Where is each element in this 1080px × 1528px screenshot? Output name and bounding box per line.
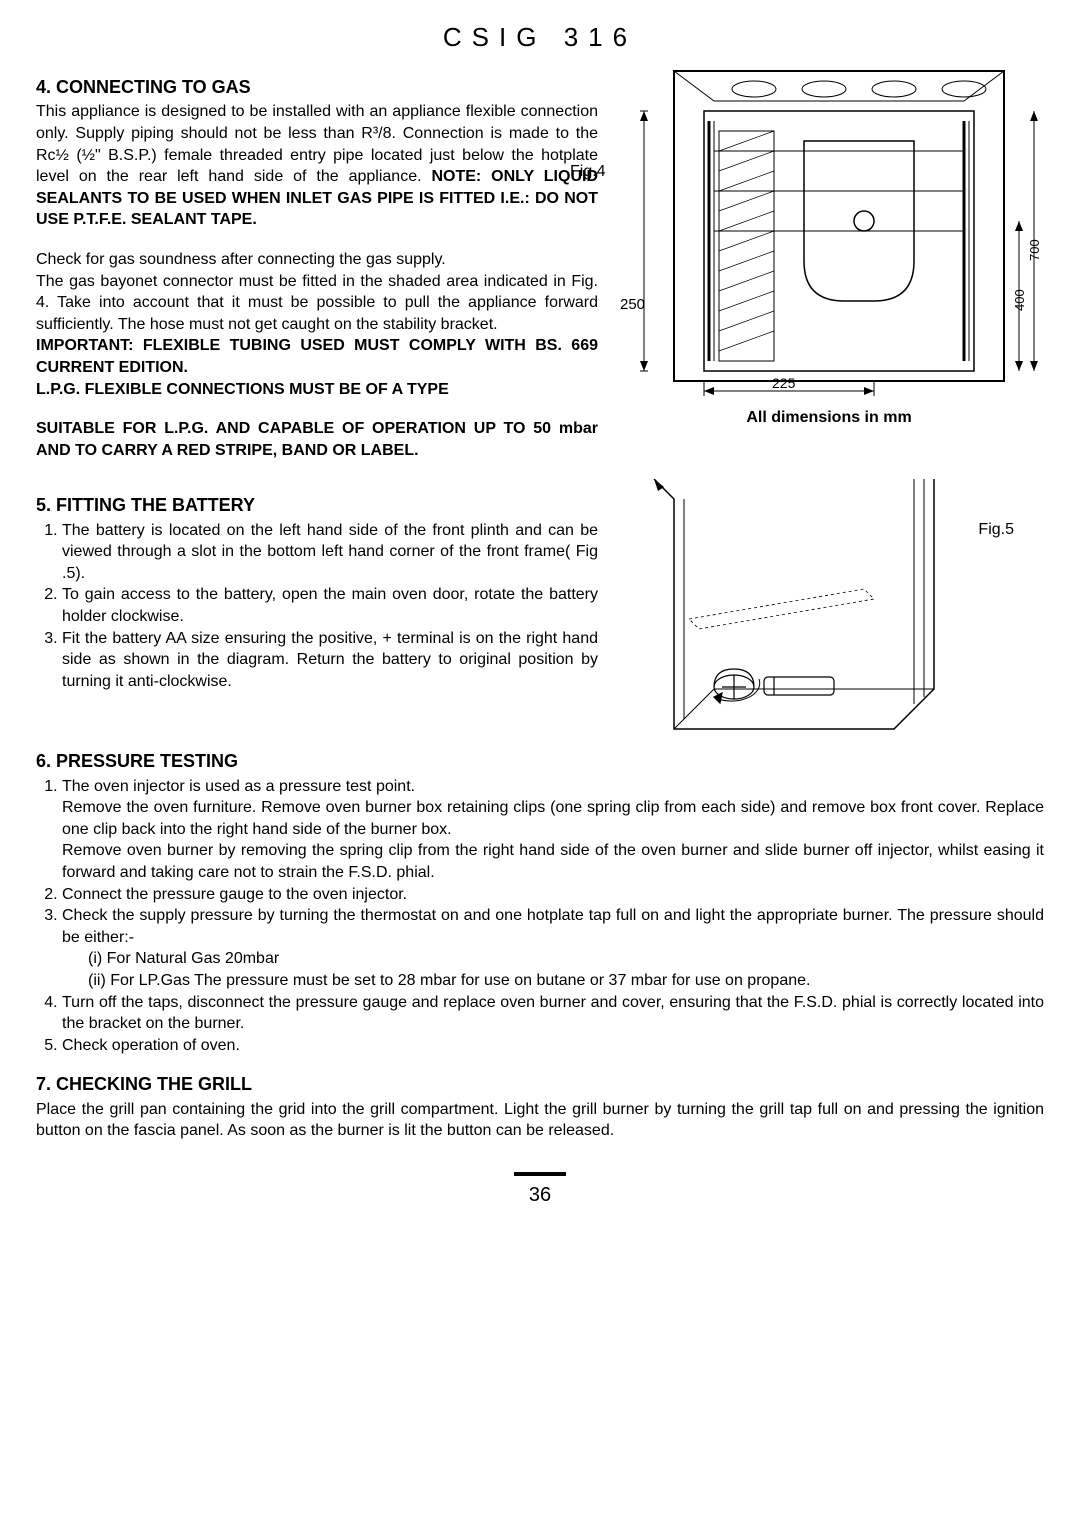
figure-5-label: Fig.5 [978, 519, 1014, 541]
para-text: Check the supply pressure by turning the… [62, 907, 1044, 946]
section-6-list: The oven injector is used as a pressure … [36, 776, 1044, 1057]
section-4-text: 4. CONNECTING TO GAS This appliance is d… [36, 61, 598, 461]
para-text: Remove oven burner by removing the sprin… [62, 842, 1044, 881]
figure-4-svg: 250 225 400 700 [614, 61, 1044, 401]
para-bold: IMPORTANT: FLEXIBLE TUBING USED MUST COM… [36, 337, 598, 376]
figure-5-svg [614, 479, 1014, 739]
page-number: 36 [36, 1172, 1044, 1209]
list-item: The battery is located on the left hand … [62, 520, 598, 585]
figure-4-caption: All dimensions in mm [614, 407, 1044, 429]
section-4-row: 4. CONNECTING TO GAS This appliance is d… [36, 61, 1044, 461]
list-item: Check operation of oven. [62, 1035, 1044, 1057]
para-text: Remove the oven furniture. Remove oven b… [62, 799, 1044, 838]
section-5-title: 5. FITTING THE BATTERY [36, 493, 598, 517]
svg-text:400: 400 [1012, 289, 1027, 311]
section-5-list: The battery is located on the left hand … [36, 520, 598, 693]
para-text: The gas bayonet connector must be fitted… [36, 273, 598, 333]
figure-4-wrap: Fig.4 [614, 61, 1044, 461]
sub-item: (ii) For LP.Gas The pressure must be set… [62, 970, 1044, 992]
section-4-para2: Check for gas soundness after connecting… [36, 249, 598, 400]
list-item: Fit the battery AA size ensuring the pos… [62, 628, 598, 693]
section-7-title: 7. CHECKING THE GRILL [36, 1072, 1044, 1096]
svg-text:250: 250 [620, 296, 645, 313]
figure-4-label: Fig.4 [570, 161, 606, 183]
para-bold: L.P.G. FLEXIBLE CONNECTIONS MUST BE OF A… [36, 381, 449, 398]
list-item: To gain access to the battery, open the … [62, 584, 598, 627]
section-7-para: Place the grill pan containing the grid … [36, 1099, 1044, 1142]
section-4-para3: SUITABLE FOR L.P.G. AND CAPABLE OF OPERA… [36, 418, 598, 461]
section-5-text: 5. FITTING THE BATTERY The battery is lo… [36, 479, 598, 739]
list-item: Connect the pressure gauge to the oven i… [62, 884, 1044, 906]
list-item: Check the supply pressure by turning the… [62, 905, 1044, 991]
section-4-para1: This appliance is designed to be install… [36, 101, 598, 231]
section-4-title: 4. CONNECTING TO GAS [36, 75, 598, 99]
para-text: Check for gas soundness after connecting… [36, 251, 446, 268]
list-item: Turn off the taps, disconnect the pressu… [62, 992, 1044, 1035]
section-5-row: 5. FITTING THE BATTERY The battery is lo… [36, 479, 1044, 739]
svg-text:700: 700 [1027, 239, 1042, 261]
list-item: The oven injector is used as a pressure … [62, 776, 1044, 884]
figure-5-wrap: Fig.5 [614, 479, 1044, 739]
para-text: The oven injector is used as a pressure … [62, 778, 415, 795]
svg-text:225: 225 [772, 375, 796, 391]
sub-item: (i) For Natural Gas 20mbar [62, 948, 1044, 970]
section-6-title: 6. PRESSURE TESTING [36, 749, 1044, 773]
model-header: CSIG 316 [36, 20, 1044, 55]
document-page: CSIG 316 4. CONNECTING TO GAS This appli… [0, 0, 1080, 1249]
